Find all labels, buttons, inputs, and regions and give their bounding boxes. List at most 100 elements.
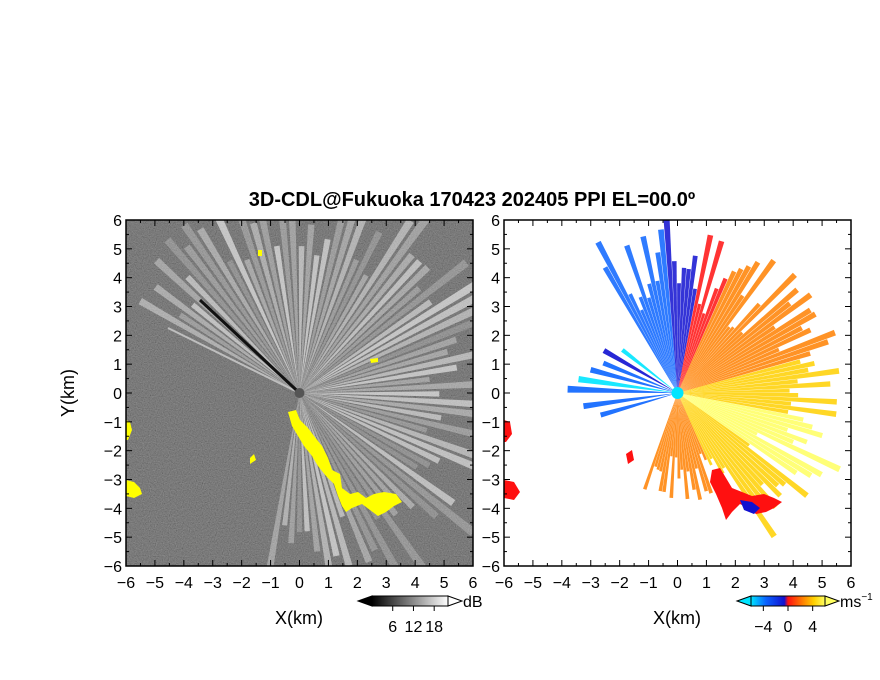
colorbar-tick-label: 0 [784, 619, 793, 636]
reflectivity-ray [299, 294, 473, 393]
velocity-ray [677, 267, 687, 393]
y-tick-label: 3 [113, 300, 122, 317]
chart-title: 3D-CDL@Fukuoka 170423 202405 PPI EL=00.0… [249, 189, 695, 211]
x-tick-label: 2 [353, 575, 362, 592]
colorbar-gradient [371, 595, 449, 607]
velocity-ray [677, 393, 809, 498]
reflectivity-ray [299, 259, 423, 393]
velocity-ray [595, 240, 678, 393]
velocity-ray [677, 393, 808, 445]
reflectivity-ray [299, 351, 473, 393]
velocity-ray [567, 385, 678, 393]
reflectivity-ray [138, 297, 300, 393]
velocity-echo-bottom-blue [740, 500, 760, 514]
velocity-ray [624, 244, 678, 393]
velocity-ray [658, 393, 678, 492]
reflectivity-ray [299, 393, 378, 552]
x-tick-label: −1 [261, 575, 279, 592]
velocity-ray [656, 393, 678, 470]
velocity-ray [677, 379, 798, 393]
velocity-ray [663, 220, 678, 393]
velocity-ray [677, 234, 714, 393]
velocity-ray [677, 361, 815, 393]
reflectivity-ray [299, 393, 427, 566]
velocity-ray [677, 277, 728, 393]
reflectivity-ray [299, 391, 440, 397]
velocity-ray [677, 312, 706, 393]
reflectivity-ray [299, 220, 431, 393]
velocity-ray [677, 393, 709, 492]
reflectivity-ray [299, 393, 473, 408]
reflectivity-ray [299, 285, 422, 393]
reflectivity-ray [244, 258, 300, 393]
velocity-ray [677, 267, 744, 393]
x-tick-label: −4 [553, 575, 571, 592]
y-tick-label: −5 [482, 530, 500, 547]
reflectivity-ray [299, 376, 430, 393]
x-tick-label: 1 [702, 575, 711, 592]
y-tick-label: 4 [113, 271, 122, 288]
x-tick-label: −3 [204, 575, 222, 592]
reflectivity-ray [299, 259, 469, 393]
velocity-ray [677, 393, 789, 432]
reflectivity-ray [299, 393, 473, 459]
y-tick-label: −4 [482, 501, 500, 518]
reflectivity-ray [279, 220, 300, 393]
velocity-ray [628, 293, 678, 393]
velocity-ray [677, 393, 713, 494]
reflectivity-ray [299, 336, 458, 393]
x-tick-label: 6 [469, 575, 478, 592]
colorbar-tick-label: 18 [425, 619, 443, 636]
colorbar-unit: dB [463, 594, 483, 611]
velocity-ray [621, 348, 678, 393]
reflectivity-ray [250, 222, 300, 393]
velocity-ray [677, 393, 684, 470]
x-tick-label: −3 [582, 575, 600, 592]
velocity-ray [677, 393, 696, 490]
velocity-ray [677, 388, 790, 393]
reflectivity-ray [238, 220, 300, 393]
x-tick-label: −2 [233, 575, 251, 592]
velocity-ray [602, 266, 678, 393]
reflectivity-ray [299, 230, 383, 393]
x-tick-label: −4 [175, 575, 193, 592]
colorbar-gradient [750, 595, 826, 607]
y-tick-label: 2 [491, 328, 500, 345]
radar-site [294, 388, 305, 398]
velocity-ray [677, 287, 719, 393]
velocity-ray [677, 303, 702, 393]
velocity-ray [677, 270, 737, 393]
reflectivity-ray [190, 302, 300, 393]
reflectivity-ray [185, 274, 300, 393]
reflectivity-ray [266, 393, 300, 566]
reflectivity-ray [299, 381, 473, 393]
velocity-radar-site [671, 387, 684, 399]
y-tick-label: −6 [482, 559, 500, 576]
velocity-ray [677, 265, 752, 393]
velocity-ray [677, 393, 703, 501]
velocity-colorbar: ms−1 −4 0 4 [735, 592, 873, 636]
velocity-rays [567, 220, 841, 539]
reflectivity-rays [138, 220, 473, 566]
x-tick-label: 5 [818, 575, 827, 592]
reflectivity-ray [299, 393, 456, 506]
y-tick-label: 6 [491, 213, 500, 230]
velocity-ray [677, 393, 726, 469]
x-tick-label: 1 [324, 575, 333, 592]
reflectivity-ray [273, 245, 300, 393]
velocity-ray [647, 297, 678, 393]
y-tick-label: −2 [482, 444, 500, 461]
velocity-ray [671, 261, 678, 393]
velocity-ray [677, 393, 837, 417]
reflectivity-ray [299, 318, 473, 393]
reflectivity-ray [299, 393, 442, 421]
velocity-ray [599, 393, 678, 418]
velocity-ray [677, 393, 702, 455]
y-tick-label: −2 [104, 444, 122, 461]
y-tick-label: 1 [113, 357, 122, 374]
velocity-ray [677, 381, 831, 393]
reflectivity-highlights [126, 250, 402, 516]
colorbar-left-arrow [735, 595, 752, 607]
y-tick-label: 4 [491, 271, 500, 288]
right-x-axis-label: X(km) [653, 608, 701, 628]
